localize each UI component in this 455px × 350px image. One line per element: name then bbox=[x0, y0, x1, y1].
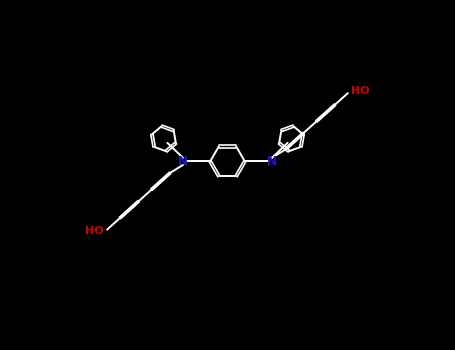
Text: HO: HO bbox=[85, 226, 104, 236]
Text: N: N bbox=[178, 155, 188, 168]
Text: HO: HO bbox=[351, 86, 370, 96]
Text: N: N bbox=[267, 155, 277, 168]
